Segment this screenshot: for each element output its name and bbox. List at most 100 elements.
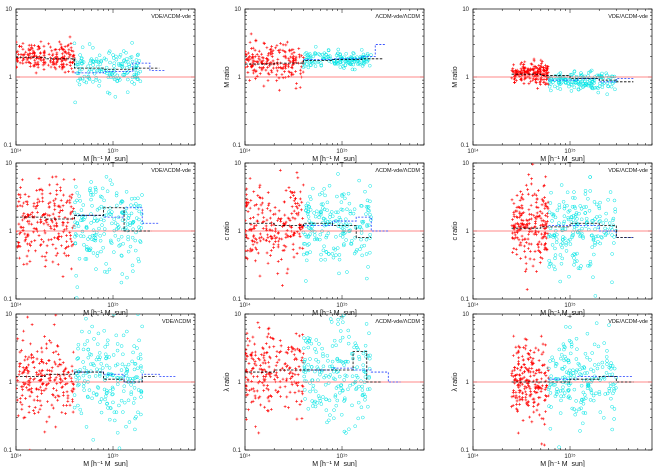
scatter-point bbox=[69, 212, 73, 216]
scatter-point bbox=[559, 80, 564, 85]
scatter-point bbox=[319, 258, 323, 262]
scatter-point bbox=[246, 71, 250, 74]
scatter-point bbox=[132, 204, 137, 208]
scatter-point bbox=[521, 396, 524, 399]
scatter-point bbox=[562, 214, 567, 218]
scatter-point bbox=[246, 343, 250, 347]
scatter-point bbox=[105, 402, 109, 406]
scatter-point bbox=[558, 411, 563, 415]
scatter-point bbox=[66, 199, 69, 203]
scatter-point bbox=[54, 67, 58, 71]
scatter-point bbox=[522, 82, 526, 85]
scatter-point bbox=[576, 266, 581, 270]
scatter-point bbox=[98, 355, 102, 360]
scatter-point bbox=[85, 339, 90, 343]
scatter-point bbox=[519, 241, 523, 245]
scatter-point bbox=[137, 338, 141, 343]
scatter-point bbox=[89, 352, 94, 357]
scatter-point bbox=[338, 358, 342, 363]
scatter-point bbox=[597, 206, 602, 211]
scatter-point bbox=[515, 396, 519, 400]
scatter-point bbox=[546, 205, 550, 209]
scatter-point bbox=[36, 197, 40, 201]
scatter-point bbox=[321, 206, 325, 210]
scatter-point bbox=[359, 231, 364, 235]
y-tick-label: 10 bbox=[462, 161, 469, 167]
scatter-point bbox=[603, 233, 608, 238]
scatter-point bbox=[270, 44, 274, 48]
scatter-point bbox=[137, 225, 141, 229]
scatter-point bbox=[39, 59, 43, 62]
scatter-point bbox=[32, 52, 36, 56]
scatter-point bbox=[321, 352, 325, 356]
scatter-point bbox=[53, 208, 57, 212]
scatter-point bbox=[510, 198, 514, 202]
scatter-point bbox=[114, 410, 119, 414]
scatter-point bbox=[557, 77, 562, 82]
scatter-point bbox=[21, 226, 25, 229]
scatter-point bbox=[70, 267, 73, 271]
scatter-point bbox=[530, 177, 534, 181]
scatter-point bbox=[344, 431, 348, 435]
scatter-point bbox=[296, 373, 300, 377]
scatter-point bbox=[610, 233, 614, 237]
scatter-point bbox=[19, 400, 22, 404]
scatter-point bbox=[518, 398, 522, 402]
scatter-point bbox=[41, 382, 45, 385]
scatter-point bbox=[525, 218, 529, 222]
scatter-point bbox=[366, 404, 370, 409]
scatter-point bbox=[293, 358, 296, 362]
scatter-point bbox=[519, 222, 523, 226]
scatter-point bbox=[607, 372, 612, 377]
scatter-point bbox=[521, 398, 525, 402]
scatter-point bbox=[580, 226, 584, 231]
y-axis-label: c ratio bbox=[224, 221, 231, 240]
scatter-point bbox=[26, 357, 30, 361]
scatter-point bbox=[581, 234, 585, 239]
scatter-point bbox=[562, 206, 567, 211]
scatter-point bbox=[307, 226, 311, 230]
scatter-point bbox=[50, 366, 54, 370]
scatter-point bbox=[278, 51, 281, 54]
scatter-point bbox=[48, 214, 52, 217]
scatter-point bbox=[541, 80, 545, 84]
y-tick-label: 10 bbox=[5, 312, 12, 318]
scatter-point bbox=[46, 213, 50, 217]
scatter-point bbox=[124, 59, 128, 64]
scatter-point bbox=[519, 190, 523, 194]
scatter-point bbox=[344, 58, 349, 62]
scatter-point bbox=[97, 206, 101, 211]
scatter-series bbox=[510, 334, 550, 447]
scatter-point bbox=[300, 390, 304, 394]
scatter-point bbox=[16, 398, 19, 402]
scatter-point bbox=[514, 79, 518, 82]
scatter-point bbox=[588, 189, 592, 193]
scatter-point bbox=[63, 382, 67, 386]
scatter-point bbox=[612, 387, 616, 391]
scatter-point bbox=[595, 366, 600, 371]
scatter-point bbox=[253, 342, 257, 346]
scatter-point bbox=[549, 374, 553, 378]
scatter-point bbox=[551, 235, 556, 240]
scatter-point bbox=[602, 377, 607, 381]
scatter-point bbox=[115, 431, 120, 435]
scatter-point bbox=[275, 236, 279, 239]
scatter-point bbox=[301, 65, 306, 69]
scatter-point bbox=[302, 374, 306, 379]
scatter-point bbox=[282, 63, 286, 66]
scatter-point bbox=[65, 234, 68, 237]
scatter-point bbox=[32, 64, 35, 68]
scatter-point bbox=[547, 84, 552, 89]
scatter-point bbox=[283, 385, 287, 389]
scatter-point bbox=[32, 398, 36, 402]
scatter-point bbox=[364, 212, 368, 216]
scatter-point bbox=[348, 209, 353, 214]
scatter-point bbox=[365, 198, 370, 203]
scatter-point bbox=[294, 55, 298, 59]
scatter-point bbox=[263, 42, 266, 46]
x-axis-label: M [h⁻¹ M_sun] bbox=[312, 310, 357, 317]
scatter-point bbox=[544, 343, 547, 347]
scatter-point bbox=[606, 84, 611, 89]
scatter-point bbox=[515, 351, 519, 355]
x-tick-label: 10¹⁵ bbox=[107, 453, 119, 460]
